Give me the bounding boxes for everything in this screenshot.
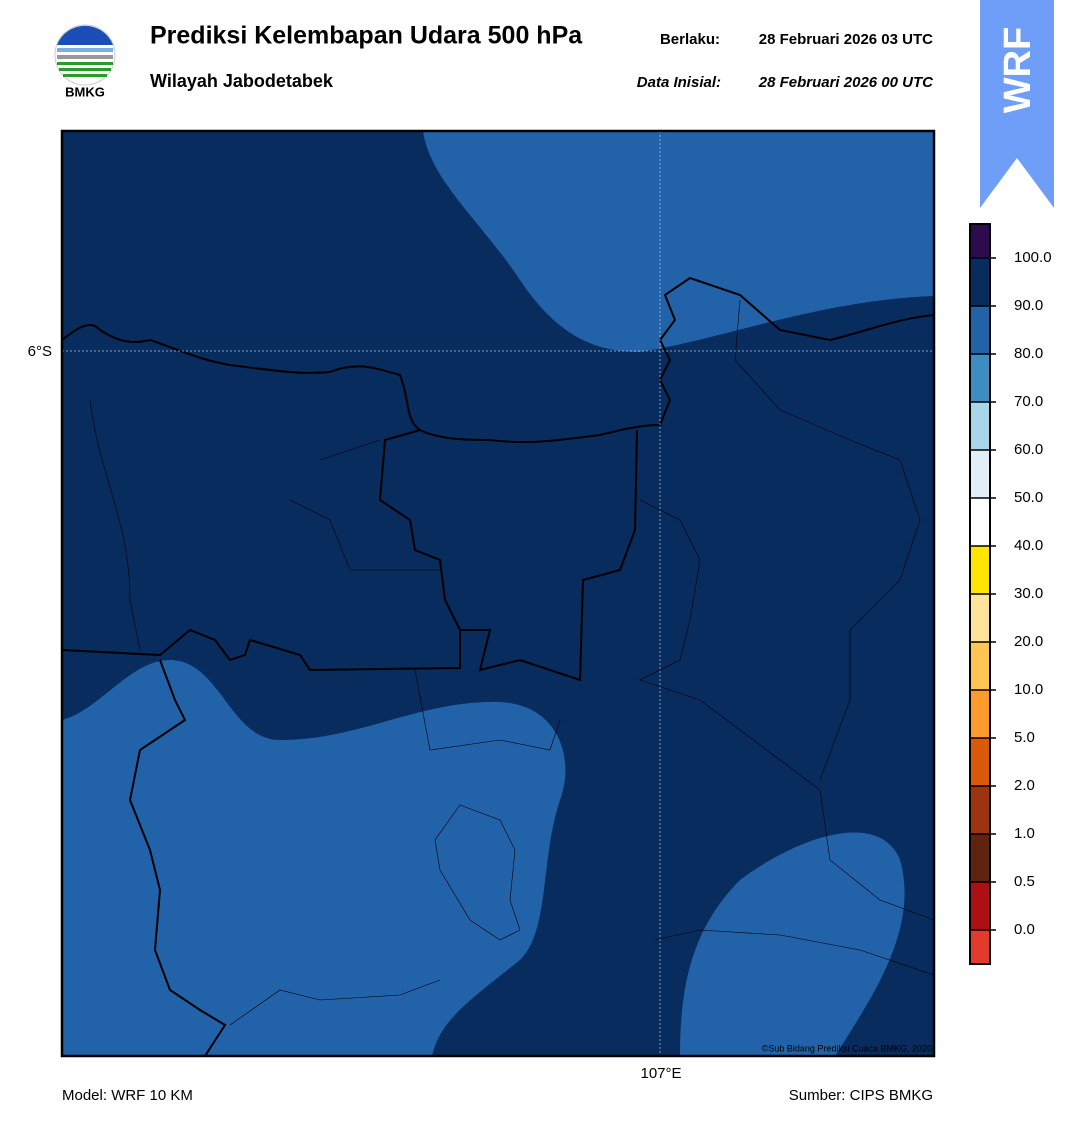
colorbar-segment bbox=[970, 354, 990, 402]
colorbar-label: 20.0 bbox=[1014, 633, 1043, 650]
logo-text: BMKG bbox=[65, 84, 105, 99]
colorbar-segment bbox=[970, 402, 990, 450]
colorbar-segment bbox=[970, 594, 990, 642]
colorbar-label: 50.0 bbox=[1014, 489, 1043, 506]
colorbar-label: 30.0 bbox=[1014, 585, 1043, 602]
colorbar-segment bbox=[970, 930, 990, 964]
colorbar-segment bbox=[970, 224, 990, 258]
colorbar-segment bbox=[970, 882, 990, 930]
colorbar: 100.0 90.0 80.0 70.0 60.0 50.0 40.0 30.0 20.0 10.… bbox=[969, 223, 1052, 965]
colorbar-segment bbox=[970, 306, 990, 354]
colorbar-segment bbox=[970, 786, 990, 834]
init-label: Data Inisial: bbox=[637, 74, 721, 91]
colorbar-label: 80.0 bbox=[1014, 345, 1043, 362]
colorbar-segment bbox=[970, 690, 990, 738]
lat-label: 6°S bbox=[28, 343, 52, 360]
init-time: 28 Februari 2026 00 UTC bbox=[758, 74, 934, 91]
colorbar-segment bbox=[970, 738, 990, 786]
colorbar-label: 60.0 bbox=[1014, 441, 1043, 458]
colorbar-segment bbox=[970, 450, 990, 498]
valid-time: 28 Februari 2026 03 UTC bbox=[759, 31, 933, 48]
colorbar-label: 70.0 bbox=[1014, 393, 1043, 410]
colorbar-segment bbox=[970, 834, 990, 882]
title: Prediksi Kelembapan Udara 500 hPa bbox=[150, 22, 583, 50]
model: Model: WRF 10 KM bbox=[62, 1087, 193, 1104]
map: ©Sub Bidang Prediksi Cuaca BMKG, 2020 bbox=[62, 131, 934, 1056]
colorbar-segment bbox=[970, 642, 990, 690]
colorbar-label: 0.0 bbox=[1014, 921, 1035, 938]
colorbar-label: 100.0 bbox=[1014, 249, 1052, 266]
colorbar-segment bbox=[970, 258, 990, 306]
map-frame bbox=[60, 129, 936, 1058]
colorbar-label: 2.0 bbox=[1014, 777, 1035, 794]
lon-label: 107°E bbox=[640, 1065, 681, 1082]
copyright: ©Sub Bidang Prediksi Cuaca BMKG, 2020 bbox=[762, 1043, 932, 1053]
colorbar-label: 90.0 bbox=[1014, 297, 1043, 314]
colorbar-label: 0.5 bbox=[1014, 873, 1035, 890]
badge bbox=[980, 0, 1054, 208]
valid-label: Berlaku: bbox=[660, 31, 720, 48]
colorbar-label: 1.0 bbox=[1014, 825, 1035, 842]
badge-text: WRF bbox=[997, 27, 1039, 114]
subtitle: Wilayah Jabodetabek bbox=[150, 71, 334, 91]
colorbar-label: 10.0 bbox=[1014, 681, 1043, 698]
colorbar-segment bbox=[970, 546, 990, 594]
colorbar-label: 40.0 bbox=[1014, 537, 1043, 554]
logo: BMKG bbox=[54, 24, 116, 99]
colorbar-frame bbox=[969, 223, 991, 965]
colorbar-label: 5.0 bbox=[1014, 729, 1035, 746]
colorbar-segment bbox=[970, 498, 990, 546]
source: Sumber: CIPS BMKG bbox=[789, 1087, 933, 1104]
